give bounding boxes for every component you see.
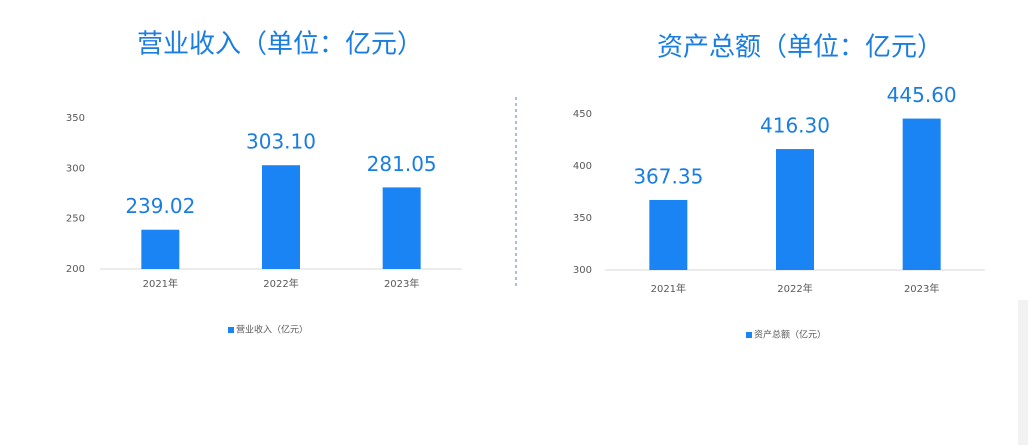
chart-title: 资产总额（单位：亿元） <box>657 33 943 63</box>
x-tick-label: 2022年 <box>777 282 812 295</box>
y-tick-label: 350 <box>66 113 85 124</box>
y-tick-label: 200 <box>66 264 85 275</box>
y-tick-label: 450 <box>573 109 592 120</box>
bar <box>262 165 300 269</box>
y-tick-label: 300 <box>66 163 85 174</box>
bar <box>649 199 688 270</box>
value-label: 281.05 <box>367 152 437 176</box>
y-tick-label: 250 <box>66 214 85 225</box>
value-label: 416.30 <box>760 114 830 138</box>
x-tick-label: 2021年 <box>651 282 686 295</box>
legend-label: 营业收入（亿元） <box>236 324 308 336</box>
value-label: 303.10 <box>246 130 316 154</box>
x-tick-label: 2023年 <box>904 282 939 295</box>
x-tick-label: 2022年 <box>263 277 298 290</box>
x-tick-label: 2023年 <box>384 277 419 290</box>
legend-swatch <box>746 332 752 338</box>
bar <box>382 187 421 269</box>
y-tick-label: 300 <box>573 265 592 276</box>
bar <box>902 118 941 271</box>
value-label: 367.35 <box>633 164 703 188</box>
bar <box>141 229 180 269</box>
y-tick-label: 400 <box>573 161 592 172</box>
edge <box>1018 300 1028 445</box>
value-label: 239.02 <box>125 194 195 218</box>
value-label: 445.60 <box>887 83 957 107</box>
bar <box>776 149 814 270</box>
y-tick-label: 350 <box>573 213 592 224</box>
x-tick-label: 2021年 <box>143 277 178 290</box>
chart-title: 营业收入（单位：亿元） <box>137 30 423 60</box>
legend-label: 资产总额（亿元） <box>754 329 826 341</box>
legend-swatch <box>228 327 234 333</box>
